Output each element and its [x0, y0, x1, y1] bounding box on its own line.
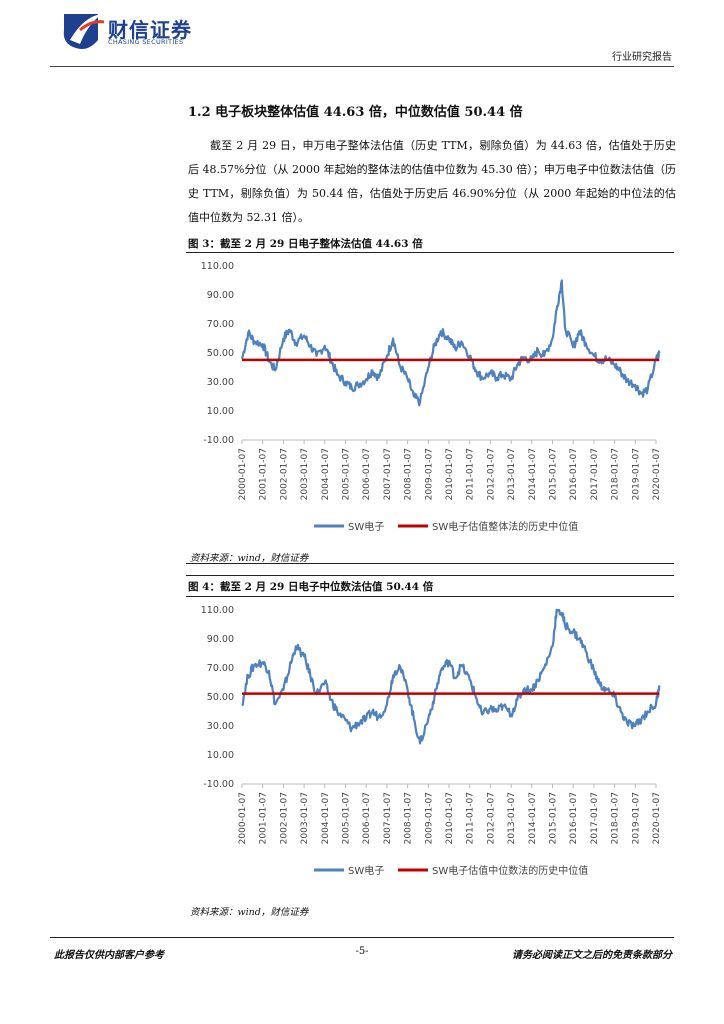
figure-4-header-rule	[186, 596, 674, 597]
y-tick-label: 10.00	[207, 406, 234, 417]
x-tick-label: 2019-01-07	[631, 448, 641, 500]
y-tick-label: 90.00	[207, 290, 234, 301]
page-number: -5-	[355, 946, 369, 957]
figure-4-top-rule	[186, 575, 674, 576]
x-tick-label: 2015-01-07	[549, 792, 559, 844]
logo-en-text: CHASING SECURITIES	[108, 38, 184, 46]
x-tick-label: 2000-01-07	[238, 448, 248, 500]
x-tick-label: 2002-01-07	[279, 448, 289, 500]
x-tick-label: 2001-01-07	[259, 792, 269, 844]
x-tick-label: 2010-01-07	[445, 792, 455, 844]
legend-label-median: SW电子估值中位数法的历史中位值	[432, 864, 588, 877]
company-logo	[63, 14, 105, 49]
x-tick-label: 2009-01-07	[424, 792, 434, 844]
figure-3-top-rule	[186, 252, 674, 253]
y-tick-label: 10.00	[207, 750, 234, 761]
x-tick-label: 2011-01-07	[466, 448, 476, 500]
y-tick-label: 110.00	[201, 261, 234, 272]
x-tick-label: 2015-01-07	[549, 448, 559, 500]
x-tick-label: 2008-01-07	[404, 448, 414, 500]
x-tick-label: 2016-01-07	[569, 792, 579, 844]
x-tick-label: 2003-01-07	[300, 448, 310, 500]
y-tick-label: 110.00	[201, 605, 234, 616]
x-tick-label: 2014-01-07	[528, 448, 538, 500]
series-sw-electronics-line	[240, 279, 661, 407]
x-tick-label: 2016-01-07	[569, 448, 579, 500]
footer-disclaimer-left: 此报告仅供内部客户参考	[54, 950, 164, 961]
x-tick-label: 2011-01-07	[466, 792, 476, 844]
figure-3-bottom-rule	[186, 563, 674, 564]
y-tick-label: -10.00	[203, 435, 234, 446]
x-tick-label: 2014-01-07	[528, 792, 538, 844]
x-tick-label: 2013-01-07	[507, 448, 517, 500]
x-tick-label: 2010-01-07	[445, 448, 455, 500]
x-tick-label: 2020-01-07	[652, 448, 662, 500]
x-tick-label: 2019-01-07	[631, 792, 641, 844]
y-tick-label: 70.00	[207, 319, 234, 330]
logo-cn-text: 财信证券	[108, 18, 192, 42]
x-tick-label: 2017-01-07	[590, 792, 600, 844]
figure-3-source: 资料来源：wind，财信证券	[190, 553, 309, 564]
x-tick-label: 2000-01-07	[238, 792, 248, 844]
x-tick-label: 2008-01-07	[404, 792, 414, 844]
header-divider	[50, 66, 674, 67]
y-tick-label: 30.00	[207, 377, 234, 388]
footer-disclaimer-right: 请务必阅读正文之后的免责条款部分	[512, 950, 672, 961]
x-tick-label: 2017-01-07	[590, 448, 600, 500]
figure-4-title: 图 4：截至 2 月 29 日电子中位数法估值 50.44 倍	[188, 581, 434, 593]
x-tick-label: 2005-01-07	[342, 792, 352, 844]
x-tick-label: 2004-01-07	[321, 448, 331, 500]
legend-label-sw-electronics: SW电子	[348, 864, 384, 877]
x-tick-label: 2006-01-07	[362, 792, 372, 844]
x-tick-label: 2004-01-07	[321, 792, 331, 844]
y-tick-label: 50.00	[207, 692, 234, 703]
y-tick-label: 90.00	[207, 634, 234, 645]
figure-4-chart: 110.00 90.00 70.00 50.00 30.00 10.00 -10.00 200…	[201, 605, 662, 877]
x-tick-label: 2002-01-07	[279, 792, 289, 844]
figure-3-chart: 110.00 90.00 70.00 50.00 30.00 10.00 -10.00 200…	[201, 261, 662, 533]
x-tick-label: 2018-01-07	[611, 792, 621, 844]
legend-label-sw-electronics: SW电子	[348, 520, 384, 533]
x-tick-label: 2005-01-07	[342, 448, 352, 500]
x-tick-label: 2006-01-07	[362, 448, 372, 500]
figure-4-source: 资料来源：wind，财信证券	[190, 907, 309, 918]
x-tick-label: 2018-01-07	[611, 448, 621, 500]
legend-label-median: SW电子估值整体法的历史中位值	[432, 520, 578, 533]
y-tick-label: 50.00	[207, 348, 234, 359]
section-title: 1.2 电子板块整体估值 44.63 倍，中位数估值 50.44 倍	[188, 105, 523, 120]
x-tick-label: 2012-01-07	[486, 792, 496, 844]
x-tick-label: 2003-01-07	[300, 792, 310, 844]
x-tick-label: 2009-01-07	[424, 448, 434, 500]
series-sw-electronics-line	[241, 608, 661, 745]
y-tick-label: 70.00	[207, 663, 234, 674]
x-tick-label: 2007-01-07	[383, 792, 393, 844]
report-type-label: 行业研究报告	[612, 52, 672, 63]
x-tick-label: 2020-01-07	[652, 792, 662, 844]
footer-divider	[50, 937, 674, 938]
y-tick-label: 30.00	[207, 721, 234, 732]
body-paragraph: 截至 2 月 29 日，申万电子整体法估值（历史 TTM，剔除负值）为 44.6…	[188, 139, 676, 224]
y-tick-label: -10.00	[203, 779, 234, 790]
x-tick-label: 2013-01-07	[507, 792, 517, 844]
x-tick-label: 2001-01-07	[259, 448, 269, 500]
x-tick-label: 2012-01-07	[486, 448, 496, 500]
figure-3-title: 图 3：截至 2 月 29 日电子整体法估值 44.63 倍	[188, 238, 423, 250]
x-tick-label: 2007-01-07	[383, 448, 393, 500]
